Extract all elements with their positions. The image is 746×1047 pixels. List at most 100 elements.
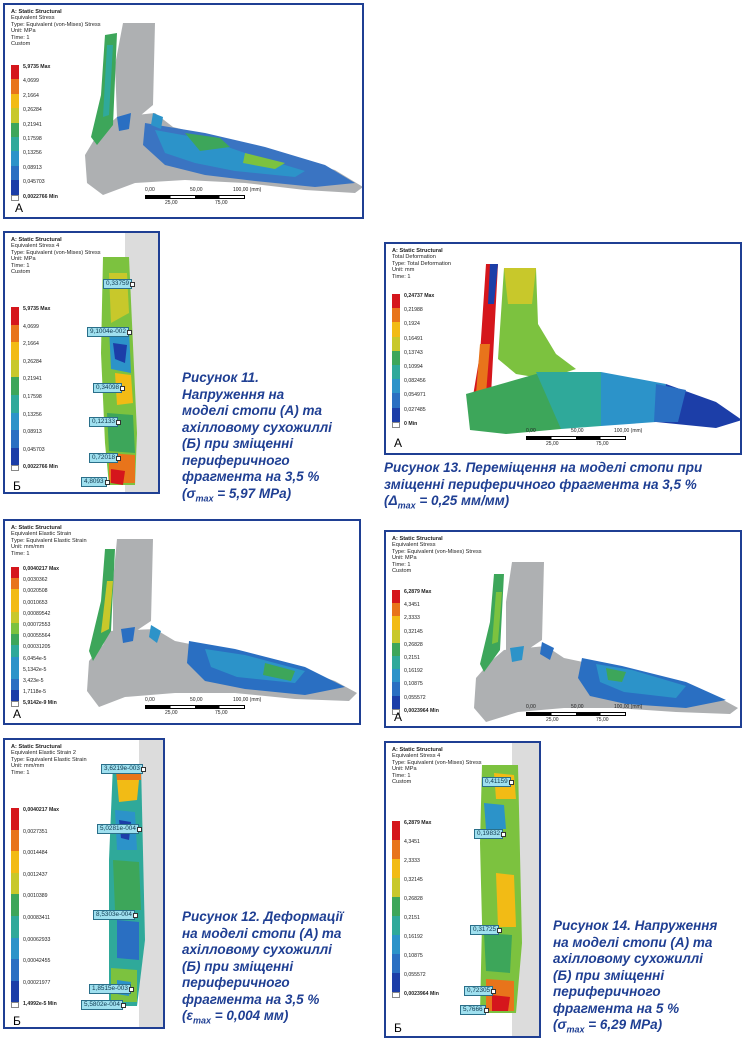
- header-line: Custom: [11, 269, 31, 276]
- probe-label: 0,41159: [482, 777, 514, 787]
- legend-label: 0,0014484: [23, 850, 48, 857]
- legend-row: 0,0023964 Min: [392, 707, 439, 715]
- legend-row: 0,24737 Max: [392, 293, 434, 309]
- legend-row: 0,16192: [392, 934, 439, 954]
- legend-label: 0,26828: [404, 641, 423, 648]
- legend-swatch: [392, 669, 400, 683]
- legend-row: 0,13256: [11, 411, 58, 431]
- legend-swatch: [11, 872, 19, 895]
- legend-label: 1,7118e-5: [23, 689, 46, 696]
- legend-label: 0,26828: [404, 896, 423, 902]
- scale-bottom-labels: 25,00 75,00: [145, 710, 265, 717]
- legend-label: 5,9735 Max: [23, 306, 51, 312]
- caption-line: Рисунок 13. Переміщення на моделі стопи …: [384, 460, 703, 475]
- legend-swatch: [11, 342, 19, 360]
- legend-swatch: [392, 590, 400, 604]
- legend-swatch: [11, 122, 19, 137]
- caption-line: зміщенні периферичного фрагмента на 3,5 …: [384, 476, 697, 492]
- legend-swatch: [392, 421, 400, 428]
- legend-label: 4,3451: [404, 602, 420, 609]
- legend-label: 0,2151: [404, 915, 420, 921]
- legend-label: 0,0030362: [23, 577, 48, 584]
- legend-row: 0,26284: [11, 359, 58, 378]
- legend-row: 5,9735 Max: [11, 64, 58, 80]
- legend-row: 6,2879 Max: [392, 820, 439, 840]
- legend-label: 0,0040217 Max: [23, 807, 60, 813]
- legend-row: 0,26828: [392, 641, 439, 656]
- color-legend: 0,0040217 Max 0,0027351 0,0014484 0,0012437…: [11, 807, 60, 1009]
- scale-bar: 0,00 50,00 100,00 (mm) 25,00 75,00: [145, 187, 265, 207]
- legend-row: 0,0027351: [11, 829, 59, 852]
- legend-row: 0,054971: [392, 393, 434, 408]
- scale-bar: 0,00 50,00 100,00 (mm) 25,00 75,00: [526, 428, 646, 448]
- legend-swatch: [11, 108, 19, 123]
- legend-swatch: [392, 859, 400, 878]
- scale-tick-label: 100,00 (mm): [614, 428, 643, 434]
- legend-row: 0,08913: [11, 429, 58, 448]
- legend-label: 4,3451: [404, 839, 420, 845]
- legend-swatch: [392, 935, 400, 954]
- caption-formula: (σmax = 5,97 МРа): [182, 486, 372, 507]
- legend-swatch: [392, 878, 400, 897]
- legend-label: 0,00062933: [23, 936, 51, 943]
- legend-swatch: [392, 992, 400, 998]
- legend-swatch: [11, 567, 19, 579]
- probe-label: 0,31725: [470, 925, 503, 935]
- legend-row: 0,027485: [392, 407, 434, 422]
- scale-bar-graphic: [526, 436, 626, 440]
- caption-line: периферичного: [182, 452, 290, 468]
- legend-swatch: [11, 894, 19, 916]
- legend-label: 0,00031205: [23, 644, 51, 651]
- scale-bottom-labels: 25,00 75,00: [145, 200, 265, 207]
- formula-symbol: (σ: [553, 1017, 567, 1032]
- color-legend: 0,0040217 Max 0,0030362 0,0020508 0,0010653…: [11, 566, 59, 708]
- legend-label: 0,00021977: [23, 979, 51, 986]
- figure-panel-stress-foot: A: Static Structural Equivalent Stress Typ…: [3, 3, 364, 219]
- legend-label: 0,0010653: [23, 599, 48, 606]
- legend-swatch: [392, 616, 400, 630]
- legend-swatch: [392, 364, 400, 380]
- panel-header: A: Static Structural Equivalent Stress Typ…: [392, 536, 482, 574]
- legend-row: 0,2151: [392, 915, 439, 935]
- probe-label: 0,12133: [89, 417, 122, 427]
- probe-label: 9,1004e-002: [87, 327, 132, 337]
- caption-line: Рисунок 11.: [182, 370, 259, 385]
- legend-label: 0,10875: [404, 681, 423, 688]
- panel-letter: А: [15, 201, 24, 215]
- legend-label: 0,13256: [23, 411, 42, 418]
- legend-label: 0,055572: [404, 694, 426, 701]
- foot-model: [85, 23, 362, 195]
- caption-line: периферичного: [553, 984, 661, 999]
- legend-row: 0,10875: [392, 681, 439, 696]
- legend-swatch: [392, 294, 400, 309]
- legend-row: 0,1924: [392, 322, 434, 337]
- legend-label: 0,0010389: [23, 893, 48, 900]
- legend-swatch: [11, 959, 19, 981]
- probe-label: 1,8515e-003: [89, 984, 134, 994]
- legend-swatch: [392, 642, 400, 656]
- probe-label: 0,34098: [93, 383, 126, 393]
- legend-swatch: [11, 656, 19, 668]
- caption-line: фрагмента на 5 %: [553, 1000, 680, 1016]
- legend-label: 0,0012437: [23, 871, 48, 878]
- legend-label: 6,0454e-5: [23, 655, 47, 662]
- formula-symbol: (σ: [182, 485, 196, 501]
- legend-label: 0,0023964 Min: [404, 707, 439, 714]
- legend-row: 0,26828: [392, 896, 439, 916]
- legend-label: 5,1342e-5: [23, 666, 47, 673]
- caption-formula: (σmax = 6,29 МРа): [553, 1017, 743, 1038]
- color-legend: 5,9735 Max 4,0699 2,1664 0,26284 0,21941 0,17…: [11, 64, 58, 201]
- header-line: Time: 1: [392, 273, 411, 280]
- legend-row: 4,0699: [11, 324, 58, 343]
- legend-swatch: [11, 634, 19, 646]
- caption-line: (Б) при зміщенні: [182, 436, 294, 451]
- legend-swatch: [11, 180, 19, 195]
- legend-swatch: [11, 194, 19, 201]
- legend-swatch: [11, 678, 19, 691]
- scale-tick-label: 25,00: [165, 710, 178, 716]
- legend-row: 2,3333: [392, 858, 439, 878]
- scale-tick-label: 25,00: [546, 717, 559, 723]
- scale-tick-label: 25,00: [546, 441, 559, 447]
- legend-label: 0,13743: [404, 349, 423, 356]
- scale-tick-label: 100,00 (mm): [614, 704, 643, 710]
